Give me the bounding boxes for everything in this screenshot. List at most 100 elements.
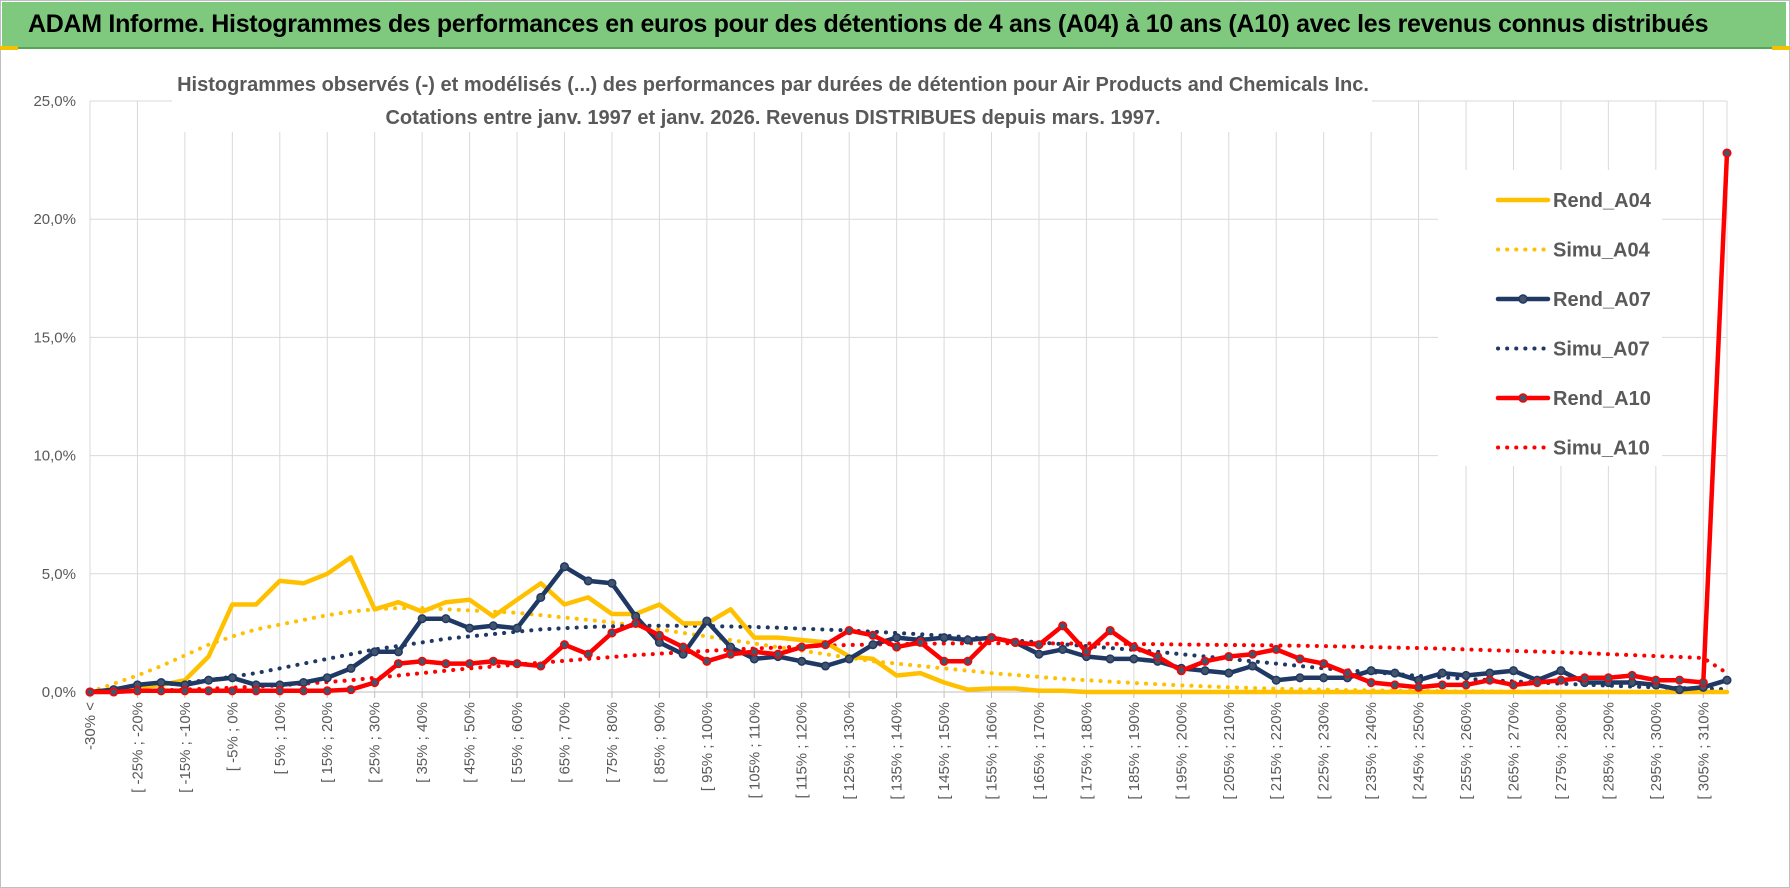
corner-accent-right <box>1772 46 1790 50</box>
x-tick-label: [ 255% ; 260% <box>1458 702 1475 800</box>
data-point-rend-a07 <box>1224 668 1234 678</box>
data-point-rend-a07 <box>512 623 522 633</box>
x-tick-label: [ 275% ; 280% <box>1553 702 1570 800</box>
data-point-rend-a10 <box>892 642 902 652</box>
data-point-rend-a07 <box>1129 654 1139 664</box>
data-point-rend-a10 <box>1485 675 1495 685</box>
data-point-rend-a10 <box>749 647 759 657</box>
data-point-rend-a10 <box>1627 670 1637 681</box>
legend-label-rend-a04: Rend_A04 <box>1553 190 1652 212</box>
data-point-rend-a10 <box>583 649 593 659</box>
x-tick-label: [ 135% ; 140% <box>889 702 906 800</box>
data-point-rend-a07 <box>417 614 427 624</box>
x-tick-label: [ 65% ; 70% <box>556 702 573 783</box>
data-point-rend-a07 <box>1295 673 1305 683</box>
y-tick-label: 10,0% <box>33 448 76 465</box>
data-point-rend-a10 <box>1722 148 1732 158</box>
series-line-rend-a10 <box>87 150 1730 695</box>
data-point-rend-a10 <box>1580 673 1590 683</box>
data-point-rend-a10 <box>1508 680 1519 690</box>
data-point-rend-a10 <box>441 659 451 669</box>
data-point-rend-a10 <box>1247 649 1258 659</box>
x-tick-label: [ 195% ; 200% <box>1173 702 1190 800</box>
report-banner: ADAM Informe. Histogrammes des performan… <box>2 2 1786 49</box>
data-point-rend-a10 <box>1414 682 1424 692</box>
data-point-rend-a07 <box>488 621 498 631</box>
data-point-rend-a10 <box>1105 625 1115 636</box>
data-point-rend-a07 <box>1105 654 1115 664</box>
data-point-rend-a10 <box>963 656 973 666</box>
data-point-rend-a07 <box>1461 670 1471 681</box>
data-point-rend-a07 <box>1058 644 1068 654</box>
data-point-rend-a10 <box>726 649 736 659</box>
data-point-rend-a07 <box>393 647 403 657</box>
chart-title-line-1: Histogrammes observés (-) et modélisés (… <box>177 74 1369 96</box>
data-point-rend-a10 <box>1342 668 1352 678</box>
data-point-rend-a10 <box>559 640 570 650</box>
x-tick-label: [ 145% ; 150% <box>936 702 953 800</box>
data-point-rend-a10 <box>915 637 925 647</box>
legend-label-simu-a07: Simu_A07 <box>1553 339 1650 361</box>
x-tick-label: [ 45% ; 50% <box>462 702 479 783</box>
data-point-rend-a07 <box>607 578 617 588</box>
data-point-rend-a10 <box>322 686 332 696</box>
data-point-rend-a10 <box>132 686 142 696</box>
legend: Rend_A04 Simu_A04 Rend_A07 Simu_A07 Rend_A10… <box>1495 190 1652 460</box>
x-tick-label: [ 125% ; 130% <box>841 702 858 800</box>
data-point-rend-a10 <box>1081 647 1091 657</box>
y-tick-label: 5,0% <box>42 566 76 583</box>
data-point-rend-a07 <box>1271 675 1281 685</box>
data-point-rend-a10 <box>1034 640 1044 650</box>
data-point-rend-a10 <box>1129 642 1139 652</box>
x-axis-ticks: -30% < [ -25% ; -20% [ -15% ; -10% [ -5% ; … <box>82 692 1712 800</box>
x-tick-label: [ 215% ; 220% <box>1268 702 1285 800</box>
data-point-rend-a07 <box>1437 668 1447 678</box>
data-point-rend-a10 <box>536 661 546 671</box>
data-point-rend-a10 <box>1153 651 1163 662</box>
data-point-rend-a10 <box>393 659 403 669</box>
x-tick-label: [ 235% ; 240% <box>1363 702 1380 800</box>
data-point-rend-a07 <box>1722 675 1732 685</box>
x-tick-label: [ 295% ; 300% <box>1648 702 1665 800</box>
data-point-rend-a07 <box>441 614 451 624</box>
data-point-rend-a10 <box>227 686 237 696</box>
title-background <box>172 66 1372 132</box>
data-point-rend-a10 <box>1271 644 1281 654</box>
y-tick-label: 15,0% <box>33 329 76 346</box>
data-point-rend-a10 <box>1675 675 1685 685</box>
data-point-rend-a10 <box>678 642 688 652</box>
data-point-rend-a07 <box>298 677 309 688</box>
x-tick-label: [ 55% ; 60% <box>509 702 526 783</box>
data-point-rend-a10 <box>868 630 878 640</box>
data-point-rend-a10 <box>986 633 997 643</box>
data-point-rend-a10 <box>844 625 854 636</box>
x-tick-label: [ -5% ; 0% <box>224 702 241 771</box>
x-tick-label: [ 85% ; 90% <box>651 702 668 783</box>
y-tick-label: 0,0% <box>42 684 76 701</box>
data-point-rend-a10 <box>1437 680 1447 690</box>
x-tick-label: -30% < <box>82 702 99 750</box>
data-point-rend-a07 <box>963 635 973 645</box>
data-point-rend-a10 <box>1176 666 1186 676</box>
legend-label-rend-a10: Rend_A10 <box>1553 388 1651 410</box>
data-point-rend-a10 <box>631 618 641 628</box>
data-point-rend-a10 <box>346 685 356 695</box>
data-point-rend-a10 <box>1200 656 1210 666</box>
y-tick-label: 25,0% <box>33 93 76 110</box>
x-tick-label: [ -25% ; -20% <box>129 702 146 793</box>
x-tick-label: [ 75% ; 80% <box>604 702 621 783</box>
x-tick-label: [ 35% ; 40% <box>414 702 431 783</box>
data-point-rend-a07 <box>156 677 166 688</box>
x-tick-label: [ 225% ; 230% <box>1316 702 1333 800</box>
data-point-rend-a07 <box>1508 666 1519 676</box>
data-point-rend-a10 <box>1010 637 1020 647</box>
series-line-simu-a10 <box>88 641 1729 694</box>
data-point-rend-a10 <box>1461 680 1471 690</box>
legend-background <box>1438 170 1662 466</box>
data-point-rend-a10 <box>298 686 309 696</box>
data-point-rend-a10 <box>939 656 949 666</box>
data-point-rend-a07 <box>1034 649 1044 659</box>
series-lines <box>85 148 1732 697</box>
data-point-rend-a10 <box>820 640 831 650</box>
x-tick-label: [ 155% ; 160% <box>984 702 1001 800</box>
